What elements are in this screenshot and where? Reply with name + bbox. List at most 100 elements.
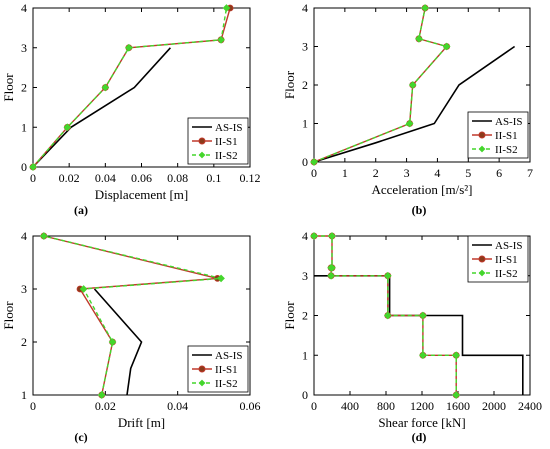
x-tick-label: 0.12 — [240, 171, 261, 185]
y-tick-label: 4 — [21, 229, 27, 243]
series-line-as-is — [313, 45, 516, 163]
y-tick-label: 3 — [302, 269, 308, 283]
legend-label-ii-s2: II-S2 — [215, 150, 238, 162]
data-point-ii-s2 — [125, 43, 133, 52]
data-point-ii-s2 — [408, 81, 417, 89]
x-axis-label: Shear force [kN] — [378, 415, 465, 430]
y-axis-label: Floor — [282, 70, 297, 99]
y-axis-label: Floor — [1, 301, 16, 330]
x-tick-label: 0.06 — [240, 399, 261, 413]
x-tick-label: 0.1 — [206, 171, 221, 185]
legend-marker-ii-s2 — [198, 151, 206, 159]
panel-c: 0 0.02 0.04 0.06 1 2 3 4 Drift [m] Floor (c) AS-IS I… — [1, 229, 261, 444]
x-tick-label: 0.06 — [131, 171, 152, 185]
legend-box — [467, 235, 529, 283]
x-tick-label: 1200 — [410, 399, 434, 413]
y-axis-label: Floor — [282, 301, 297, 330]
x-tick-label: 2 — [373, 166, 379, 180]
legend-marker-ii-s2 — [198, 379, 206, 387]
data-point-ii-s2 — [217, 274, 225, 283]
data-point-ii-s2 — [217, 35, 225, 44]
legend-marker-ii-s2 — [478, 145, 486, 153]
x-tick-label: 400 — [341, 399, 359, 413]
y-tick-label: 3 — [21, 41, 27, 55]
x-tick-label: 1600 — [446, 399, 470, 413]
panel-caption: (b) — [412, 203, 427, 217]
y-tick-label: 3 — [21, 282, 27, 296]
legend-label-ii-s2: II-S2 — [495, 268, 518, 280]
legend: AS-IS II-S1 II-S2 — [467, 235, 529, 283]
legend-label-ii-s2: II-S2 — [495, 144, 518, 156]
legend-marker-ii-s1 — [478, 131, 486, 139]
series-line-as-is — [314, 274, 524, 395]
x-tick-label: 4 — [434, 166, 440, 180]
legend: AS-IS II-S1 II-S2 — [467, 111, 529, 159]
series-line-ii-s1 — [313, 7, 448, 163]
x-tick-label: 2000 — [482, 399, 506, 413]
data-point-ii-s2 — [405, 119, 414, 128]
data-point-ii-s2 — [310, 158, 318, 166]
x-tick-label: 1 — [342, 166, 348, 180]
data-point-ii-s2 — [383, 311, 392, 320]
data-point-ii-s2 — [419, 311, 427, 320]
y-tick-label: 2 — [21, 335, 27, 349]
series-line-ii-s2 — [313, 7, 448, 163]
data-point-ii-s2 — [328, 232, 336, 240]
y-tick-label: 0 — [302, 155, 308, 169]
x-tick-label: 5 — [465, 166, 471, 180]
legend-marker-ii-s1 — [478, 255, 486, 263]
x-tick-label: 0.04 — [167, 399, 188, 413]
x-tick-label: 0 — [311, 399, 317, 413]
legend-marker-ii-s2 — [478, 269, 486, 277]
x-tick-label: 6 — [496, 166, 502, 180]
data-point-ii-s2 — [383, 271, 392, 280]
x-tick-label: 7 — [527, 166, 533, 180]
panel-a: 0 0.02 0.04 0.06 0.08 0.1 0.12 0 1 2 3 4 Displacemen… — [1, 1, 261, 217]
y-tick-label: 1 — [302, 348, 308, 362]
y-tick-label: 4 — [302, 1, 308, 15]
x-tick-label: 0 — [311, 166, 317, 180]
y-tick-label: 2 — [302, 78, 308, 92]
x-tick-label: 0.02 — [59, 171, 80, 185]
panel-b: 0 1 2 3 4 5 6 7 0 1 2 3 4 Acceleration [m/s²] Floor (b)… — [282, 1, 533, 217]
data-point-ii-s2 — [40, 232, 48, 240]
data-point-ii-s2 — [327, 271, 335, 280]
legend-label-ii-s1: II-S1 — [495, 254, 518, 266]
data-point-ii-s2 — [452, 391, 461, 399]
y-tick-label: 2 — [21, 81, 27, 95]
legend-label-as-is: AS-IS — [215, 122, 243, 134]
x-tick-label: 0 — [30, 171, 36, 185]
x-tick-label: 0.08 — [167, 171, 188, 185]
y-tick-label: 0 — [21, 160, 27, 174]
series-line-as-is — [32, 47, 171, 168]
y-tick-label: 3 — [302, 40, 308, 54]
y-tick-label: 2 — [302, 309, 308, 323]
panel-d: 0 400 800 1200 1600 2000 2400 0 1 2 3 4 Shear force … — [282, 229, 542, 444]
x-tick-label: 0 — [30, 399, 36, 413]
data-point-ii-s2 — [421, 4, 429, 12]
y-tick-label: 1 — [302, 117, 308, 131]
data-point-ii-s2 — [310, 232, 318, 240]
y-tick-label: 4 — [302, 229, 308, 243]
x-axis-label: Acceleration [m/s²] — [372, 182, 473, 197]
legend-label-ii-s2: II-S2 — [215, 378, 238, 390]
panel-caption: (c) — [74, 430, 87, 444]
x-axis-label: Drift [m] — [118, 415, 165, 430]
data-point-ii-s2 — [29, 163, 37, 171]
plot-frame — [32, 235, 251, 396]
panel-caption: (d) — [412, 430, 427, 444]
y-tick-label: 4 — [21, 1, 27, 15]
legend-label-as-is: AS-IS — [495, 240, 523, 252]
data-point-ii-s2 — [222, 4, 231, 12]
x-tick-label: 0.04 — [95, 171, 116, 185]
legend: AS-IS II-S1 II-S2 — [187, 117, 249, 165]
x-axis-label: Displacement [m] — [95, 187, 189, 202]
x-tick-label: 0.02 — [95, 399, 116, 413]
x-tick-label: 2400 — [518, 399, 542, 413]
y-tick-label: 0 — [302, 388, 308, 402]
data-point-ii-s2 — [415, 34, 423, 43]
series-line-as-is — [93, 288, 143, 396]
data-point-ii-s2 — [327, 263, 335, 272]
data-point-ii-s2 — [108, 338, 117, 346]
